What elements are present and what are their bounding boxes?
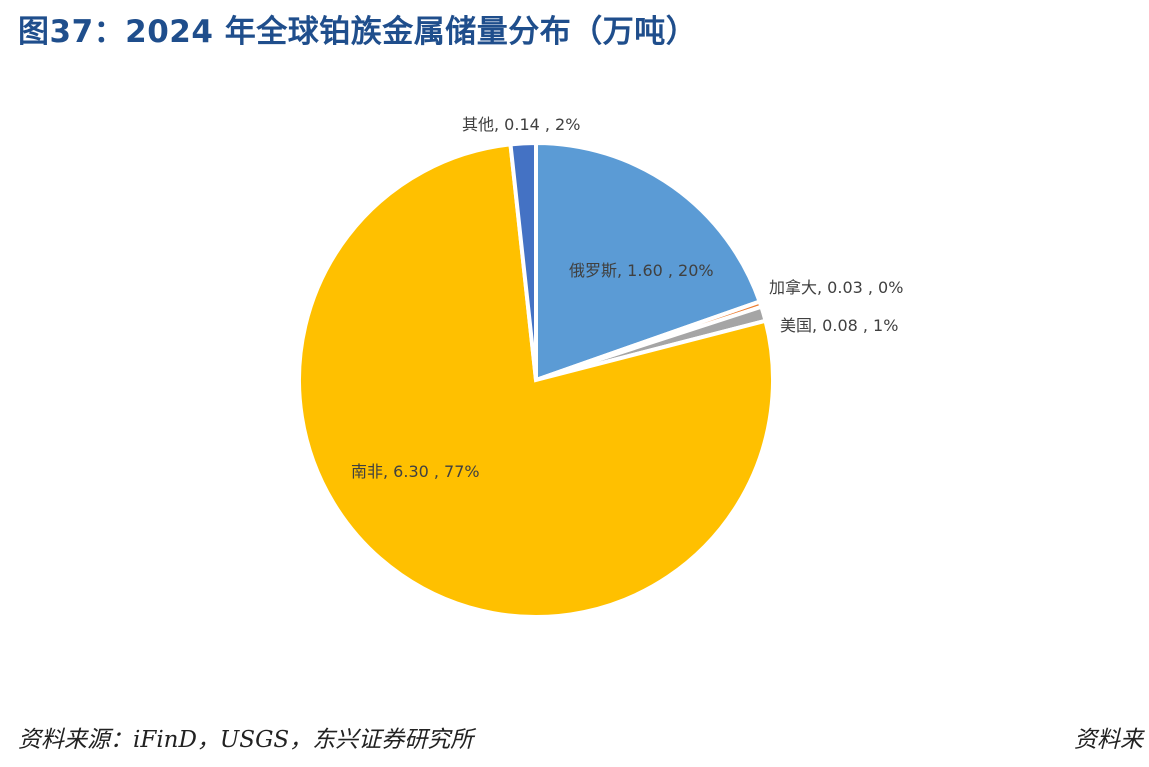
slice-label-4: 其他, 0.14 , 2% (462, 115, 580, 134)
slice-label-0: 俄罗斯, 1.60 , 20% (569, 261, 714, 280)
pie-slice-3 (297, 142, 775, 619)
page-title: 图37：2024 年全球铂族金属储量分布（万吨） (18, 14, 698, 50)
source-note: 资料来源：iFinD，USGS，东兴证券研究所 (18, 727, 474, 753)
footer-right-note: 资料来 (1074, 727, 1143, 753)
slice-label-3: 南非, 6.30 , 77% (351, 462, 480, 481)
pie-slice-4 (508, 140, 538, 381)
slice-label-2: 美国, 0.08 , 1% (780, 316, 898, 335)
slice-label-1: 加拿大, 0.03 , 0% (769, 278, 903, 297)
